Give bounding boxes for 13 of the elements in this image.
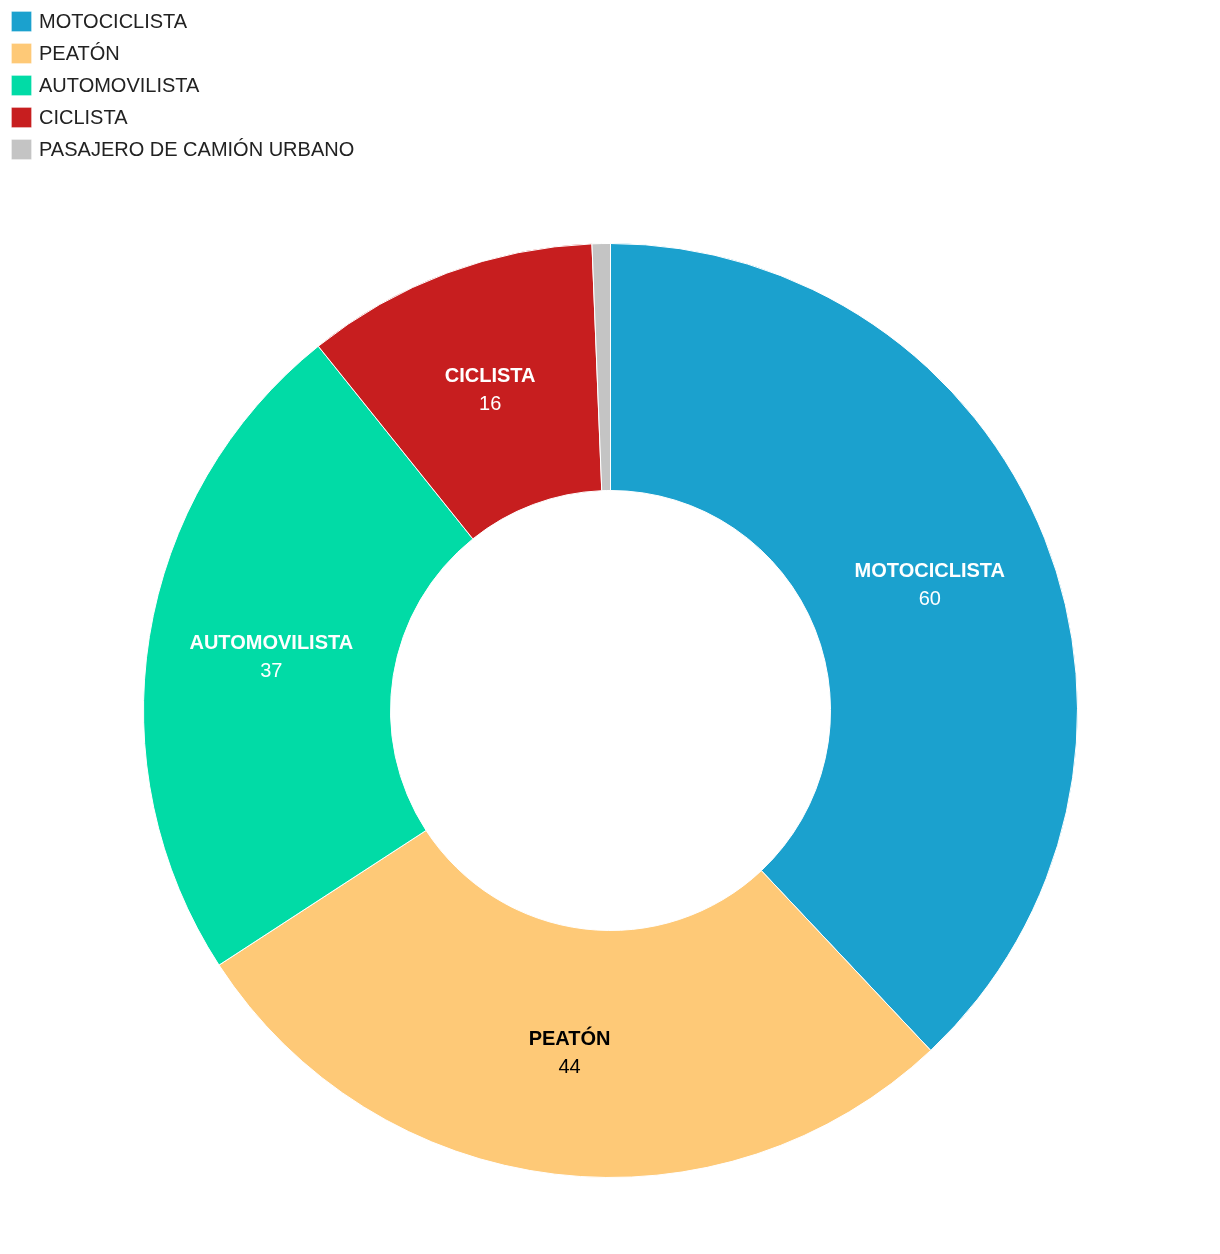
slice-label: PEATÓN [528,1025,611,1049]
legend-label: MOTOCICLISTA [39,9,188,33]
slice-label: CICLISTA [444,363,536,386]
legend-label: PASAJERO DE CAMIÓN URBANO [39,137,355,161]
legend-label: AUTOMOVILISTA [39,73,200,97]
data-label: 44 [558,1054,581,1077]
data-label: 37 [260,659,283,682]
slice-label: MOTOCICLISTA [854,558,1005,581]
legend-label: CICLISTA [39,105,128,129]
slice-label: AUTOMOVILISTA [189,631,354,654]
legend-label: PEATÓN [39,41,120,65]
data-label: 60 [918,586,941,609]
data-label: 16 [479,391,502,414]
